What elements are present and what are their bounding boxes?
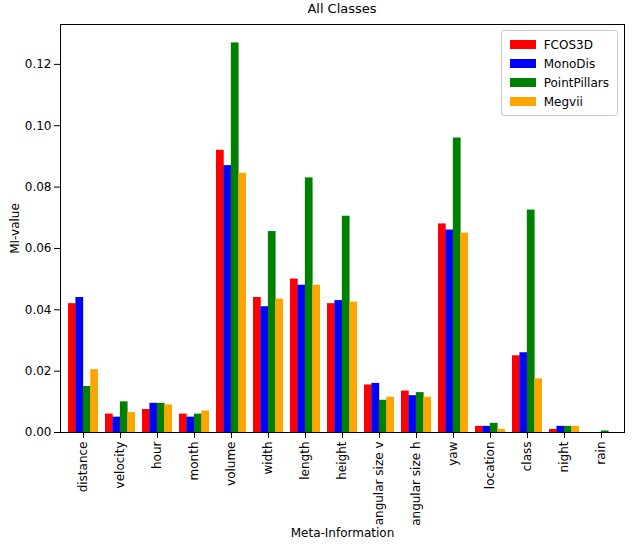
html-text:Megvii: Megvii [543, 94, 583, 109]
svg-text:0.08: 0.08 [25, 180, 52, 194]
svg-text:Meta-Information: Meta-Information [291, 526, 395, 540]
html-text:FCOS3D: FCOS3D [543, 37, 593, 52]
svg-text:0.12: 0.12 [25, 57, 52, 71]
svg-text:volume: volume [224, 442, 238, 486]
svg-text:MI-value: MI-value [8, 203, 22, 254]
svg-text:0.06: 0.06 [25, 241, 52, 255]
html-text:MonoDis: MonoDis [543, 56, 596, 71]
svg-text:velocity: velocity [113, 442, 127, 489]
svg-text:length: length [298, 442, 312, 480]
html-text:PointPillars: PointPillars [543, 75, 609, 90]
svg-text:height: height [335, 441, 349, 480]
svg-text:location: location [483, 442, 497, 490]
svg-text:month: month [187, 442, 201, 481]
svg-text:0.02: 0.02 [25, 364, 52, 378]
svg-text:rain: rain [594, 442, 608, 465]
svg-text:class: class [520, 442, 534, 472]
svg-text:0.10: 0.10 [25, 119, 52, 133]
svg-text:width: width [261, 442, 275, 475]
svg-text:yaw: yaw [446, 441, 460, 465]
svg-text:0.04: 0.04 [25, 303, 52, 317]
svg-text:night: night [557, 441, 571, 472]
svg-text:0.00: 0.00 [25, 425, 52, 439]
html-text:All Classes: All Classes [307, 1, 377, 16]
svg-text:distance: distance [76, 442, 90, 493]
svg-text:angular size h: angular size h [409, 442, 423, 526]
svg-text:angular size v: angular size v [372, 442, 386, 526]
svg-text:hour: hour [150, 441, 164, 469]
